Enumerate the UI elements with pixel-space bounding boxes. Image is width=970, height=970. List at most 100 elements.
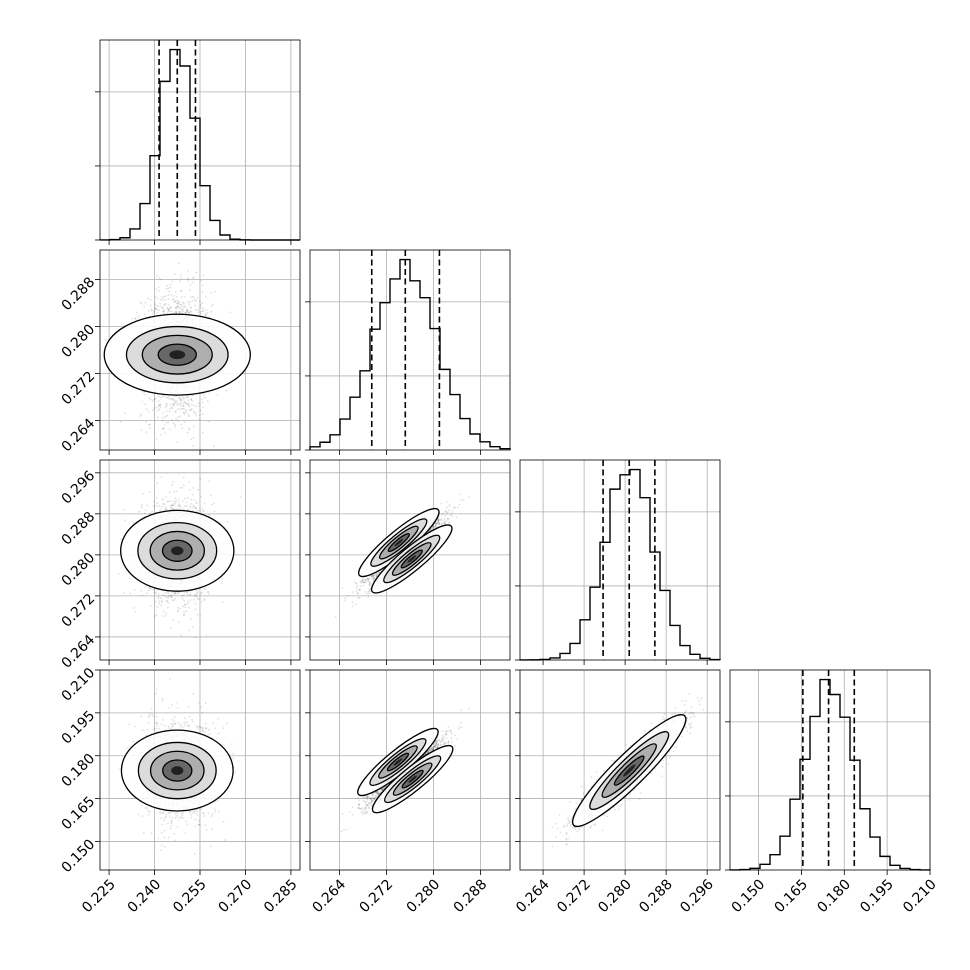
sample-point [131, 317, 134, 320]
sample-point [177, 301, 180, 303]
sample-point [202, 432, 204, 434]
sample-point [179, 415, 182, 418]
sample-point [201, 302, 204, 305]
sample-point [189, 505, 192, 507]
sample-point [162, 310, 165, 313]
sample-point [179, 507, 181, 510]
sample-point [189, 489, 191, 491]
sample-point [177, 592, 179, 595]
sample-point [229, 311, 232, 314]
sample-point [364, 578, 367, 581]
sample-point [440, 519, 443, 522]
sample-point [163, 416, 166, 419]
sample-point [188, 629, 191, 632]
sample-point [190, 408, 193, 410]
sample-point [167, 595, 170, 597]
sample-point [206, 400, 209, 403]
sample-point [173, 504, 176, 507]
sample-point [367, 577, 369, 580]
sample-point [167, 309, 170, 312]
sample-point [163, 427, 165, 430]
sample-point [174, 423, 177, 426]
sample-point [193, 599, 195, 601]
sample-point [377, 571, 380, 574]
sample-point [181, 594, 183, 597]
sample-point [177, 300, 180, 303]
sample-point [172, 504, 175, 507]
sample-point [180, 296, 183, 298]
sample-point [188, 302, 191, 304]
sample-point [160, 599, 163, 602]
sample-point [442, 512, 445, 515]
sample-point [168, 398, 171, 400]
sample-point [179, 307, 182, 309]
sample-point [154, 307, 157, 310]
sample-point [467, 496, 470, 498]
sample-point [159, 403, 162, 406]
sample-point [175, 500, 178, 502]
sample-point [163, 503, 166, 506]
sample-point [156, 482, 159, 485]
sample-point [167, 298, 170, 300]
sample-point [200, 600, 203, 603]
sample-point [372, 578, 375, 581]
sample-point [161, 498, 164, 501]
sample-point [194, 299, 197, 301]
sample-point [184, 311, 187, 314]
sample-point [375, 575, 378, 578]
panel-frame-2-0 [99, 459, 301, 661]
sample-point [438, 522, 440, 525]
sample-point [186, 277, 189, 280]
sample-point [167, 304, 170, 306]
sample-point [161, 307, 164, 309]
sample-point [180, 277, 183, 280]
sample-point [443, 522, 446, 525]
sample-point [170, 500, 172, 503]
sample-point [149, 587, 152, 590]
sample-point [181, 427, 184, 430]
sample-point [168, 491, 171, 494]
sample-point [206, 591, 209, 593]
sample-point [372, 575, 375, 578]
sample-point [190, 498, 193, 501]
sample-point [141, 390, 144, 393]
sample-point [369, 581, 372, 583]
sample-point [240, 496, 242, 498]
sample-point [186, 508, 189, 511]
sample-point [188, 402, 191, 405]
sample-point [189, 591, 192, 593]
sample-point [161, 427, 164, 430]
sample-point [203, 502, 206, 504]
sample-point [167, 596, 170, 599]
sample-point [172, 402, 175, 405]
sample-point [187, 497, 190, 500]
sample-point [185, 501, 188, 504]
sample-point [162, 308, 165, 311]
sample-point [191, 399, 194, 402]
sample-point [182, 310, 184, 313]
sample-point [180, 304, 183, 306]
sample-point [183, 305, 186, 308]
sample-point [178, 397, 181, 399]
sample-point [182, 605, 185, 608]
sample-point [143, 391, 146, 394]
sample-point [197, 311, 199, 314]
sample-point [172, 502, 175, 505]
sample-point [178, 262, 180, 265]
sample-point [170, 397, 173, 400]
sample-point [210, 494, 212, 497]
sample-point [210, 304, 213, 307]
sample-point [180, 400, 183, 403]
sample-point [373, 577, 375, 580]
sample-point [174, 592, 176, 595]
sample-point [200, 303, 202, 306]
sample-point [186, 309, 189, 312]
sample-point [371, 576, 374, 578]
sample-point [140, 589, 143, 592]
sample-point [166, 414, 169, 417]
sample-point [163, 296, 165, 298]
sample-point [164, 615, 167, 617]
sample-point [203, 394, 205, 397]
sample-point [201, 510, 204, 513]
sample-point [192, 437, 195, 439]
